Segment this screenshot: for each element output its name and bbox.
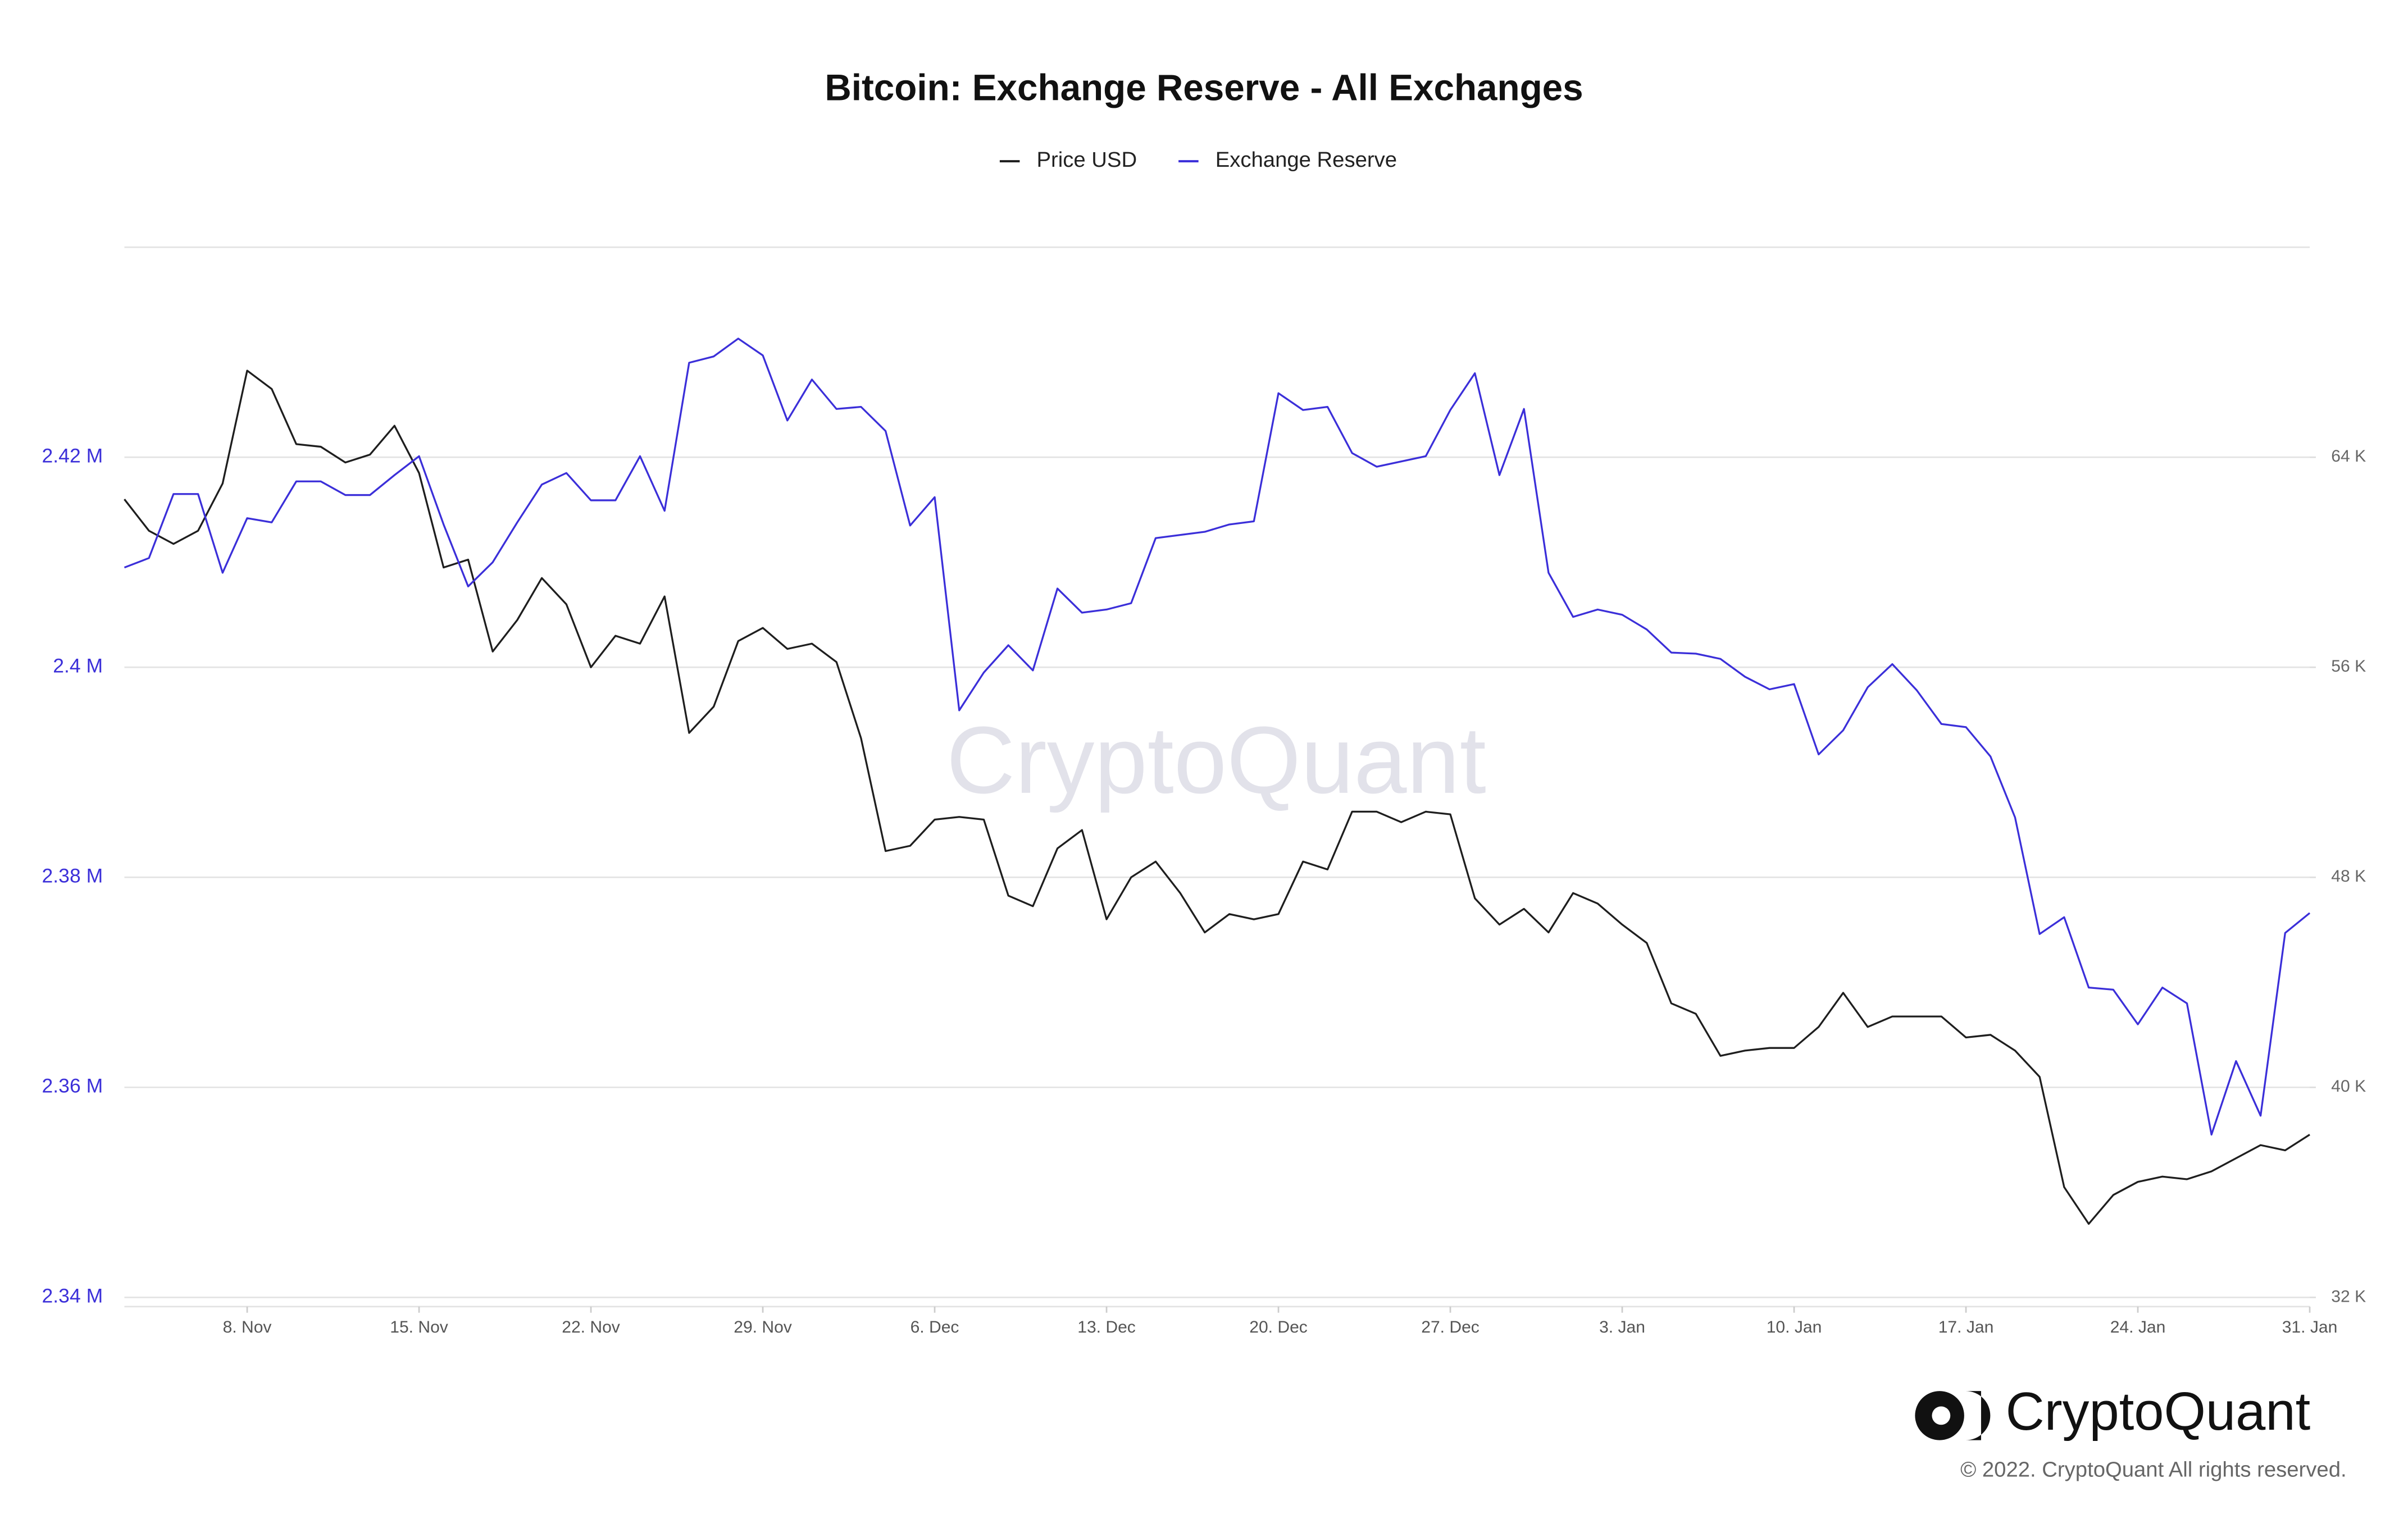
- y2-tick-label: 40 K: [2331, 1077, 2366, 1096]
- y2-tick-label: 32 K: [2331, 1287, 2366, 1306]
- chart-title: Bitcoin: Exchange Reserve - All Exchange…: [825, 67, 1583, 108]
- y-tick-label: 2.42 M: [42, 445, 103, 467]
- x-tick-label: 27. Dec: [1421, 1318, 1480, 1336]
- x-tick-label: 29. Nov: [734, 1318, 792, 1336]
- y2-tick-label: 64 K: [2331, 447, 2366, 466]
- y-tick-label: 2.36 M: [42, 1075, 103, 1097]
- watermark: CryptoQuant: [946, 707, 1486, 813]
- series-line: [124, 370, 2310, 1225]
- x-tick-label: 13. Dec: [1077, 1318, 1136, 1336]
- x-tick-label: 31. Jan: [2282, 1318, 2338, 1336]
- legend-label: Exchange Reserve: [1216, 148, 1397, 172]
- series-line: [124, 337, 2311, 1136]
- x-tick-label: 8. Nov: [223, 1318, 272, 1336]
- copyright: © 2022. CryptoQuant All rights reserved.: [1960, 1457, 2347, 1481]
- y-tick-label: 2.38 M: [42, 865, 103, 887]
- logo-hole: [1932, 1406, 1951, 1425]
- logo-text: CryptoQuant: [2006, 1381, 2311, 1442]
- x-tick-label: 3. Jan: [1599, 1318, 1645, 1336]
- x-tick-label: 24. Jan: [2110, 1318, 2166, 1336]
- y-tick-label: 2.34 M: [42, 1285, 103, 1307]
- legend-label: Price USD: [1036, 148, 1137, 172]
- logo-icon: [1915, 1391, 1991, 1440]
- x-tick-label: 10. Jan: [1767, 1318, 1822, 1336]
- x-tick-label: 20. Dec: [1249, 1318, 1308, 1336]
- x-tick-label: 22. Nov: [562, 1318, 620, 1336]
- x-tick-label: 15. Nov: [390, 1318, 448, 1336]
- x-tick-label: 17. Jan: [1938, 1318, 1994, 1336]
- y2-tick-label: 48 K: [2331, 867, 2366, 886]
- y2-tick-label: 56 K: [2331, 657, 2366, 676]
- logo-shape: [1965, 1391, 1991, 1440]
- y-tick-label: 2.4 M: [53, 655, 103, 677]
- x-tick-label: 6. Dec: [911, 1318, 959, 1336]
